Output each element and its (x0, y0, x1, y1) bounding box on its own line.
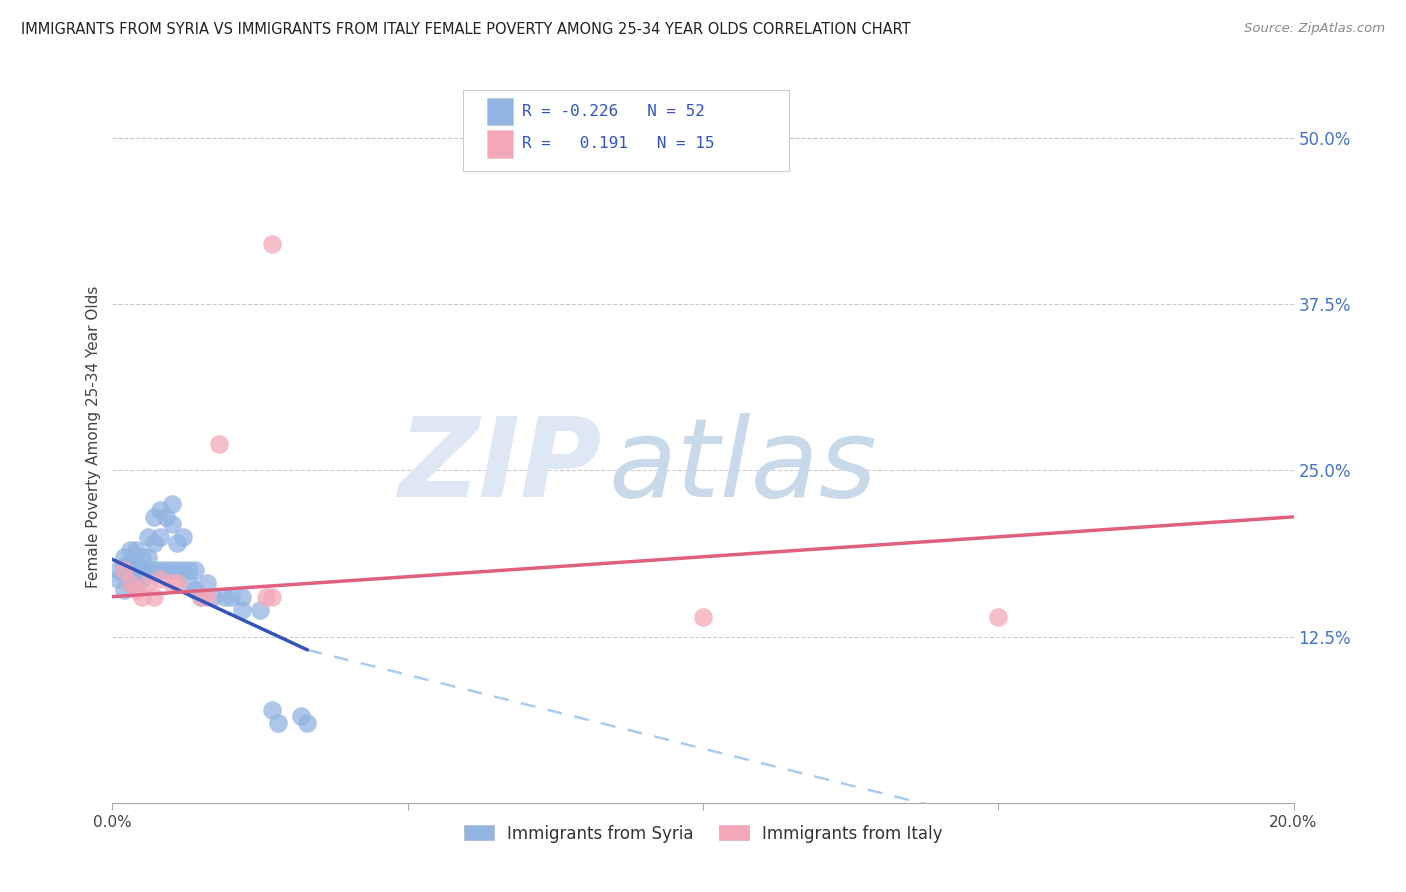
Point (112, 582, 135, 597)
Point (166, 536, 188, 550)
Point (142, 509, 165, 524)
Point (142, 563, 165, 577)
Text: atlas: atlas (609, 413, 877, 520)
Point (120, 576, 142, 591)
Point (131, 573, 153, 587)
Point (120, 543, 142, 558)
Point (160, 563, 183, 577)
Point (179, 576, 201, 591)
Text: IMMIGRANTS FROM SYRIA VS IMMIGRANTS FROM ITALY FEMALE POVERTY AMONG 25-34 YEAR O: IMMIGRANTS FROM SYRIA VS IMMIGRANTS FROM… (21, 22, 911, 37)
Point (254, 590, 277, 604)
Point (195, 576, 218, 591)
Point (155, 509, 177, 524)
Point (136, 576, 159, 591)
FancyBboxPatch shape (486, 98, 513, 126)
Text: R = -0.226   N = 52: R = -0.226 N = 52 (522, 104, 706, 120)
Point (214, 590, 236, 604)
Point (260, 237, 283, 252)
Point (136, 549, 159, 564)
Point (249, 603, 271, 617)
Point (149, 503, 172, 517)
Point (172, 563, 194, 577)
Point (160, 576, 183, 591)
Point (190, 590, 212, 604)
Point (125, 557, 148, 571)
Point (184, 563, 207, 577)
Point (160, 497, 183, 511)
Point (290, 709, 312, 723)
Point (125, 576, 148, 591)
Point (131, 563, 153, 577)
Point (125, 563, 148, 577)
Point (131, 590, 153, 604)
Point (160, 516, 183, 531)
Point (136, 530, 159, 544)
Point (142, 590, 165, 604)
Point (184, 582, 207, 597)
Point (260, 590, 283, 604)
Point (112, 559, 135, 574)
Point (208, 436, 231, 450)
Point (195, 590, 218, 604)
Point (131, 549, 153, 564)
Point (120, 576, 142, 591)
FancyBboxPatch shape (463, 90, 789, 171)
Point (297, 716, 319, 731)
Point (166, 563, 188, 577)
Text: R =   0.191   N = 15: R = 0.191 N = 15 (522, 136, 714, 152)
Point (201, 590, 224, 604)
Point (125, 543, 148, 558)
Point (179, 563, 201, 577)
Point (107, 573, 129, 587)
Point (131, 563, 153, 577)
Point (120, 563, 142, 577)
Point (166, 576, 188, 591)
Point (692, 609, 714, 624)
Point (112, 567, 135, 582)
Point (149, 530, 172, 544)
Point (987, 609, 1010, 624)
Point (231, 603, 253, 617)
Y-axis label: Female Poverty Among 25-34 Year Olds: Female Poverty Among 25-34 Year Olds (86, 286, 101, 588)
Point (190, 590, 212, 604)
Point (267, 716, 290, 731)
Point (260, 703, 283, 717)
Point (112, 563, 135, 577)
Point (120, 570, 142, 584)
Point (142, 536, 165, 550)
Point (107, 563, 129, 577)
Point (125, 582, 148, 597)
Point (172, 530, 194, 544)
Point (231, 590, 253, 604)
Point (219, 590, 242, 604)
Point (149, 563, 172, 577)
Point (120, 557, 142, 571)
Point (136, 563, 159, 577)
Point (155, 563, 177, 577)
FancyBboxPatch shape (486, 130, 513, 158)
Point (112, 549, 135, 564)
Point (149, 573, 172, 587)
Legend: Immigrants from Syria, Immigrants from Italy: Immigrants from Syria, Immigrants from I… (457, 818, 949, 849)
Text: Source: ZipAtlas.com: Source: ZipAtlas.com (1244, 22, 1385, 36)
Text: ZIP: ZIP (399, 413, 603, 520)
